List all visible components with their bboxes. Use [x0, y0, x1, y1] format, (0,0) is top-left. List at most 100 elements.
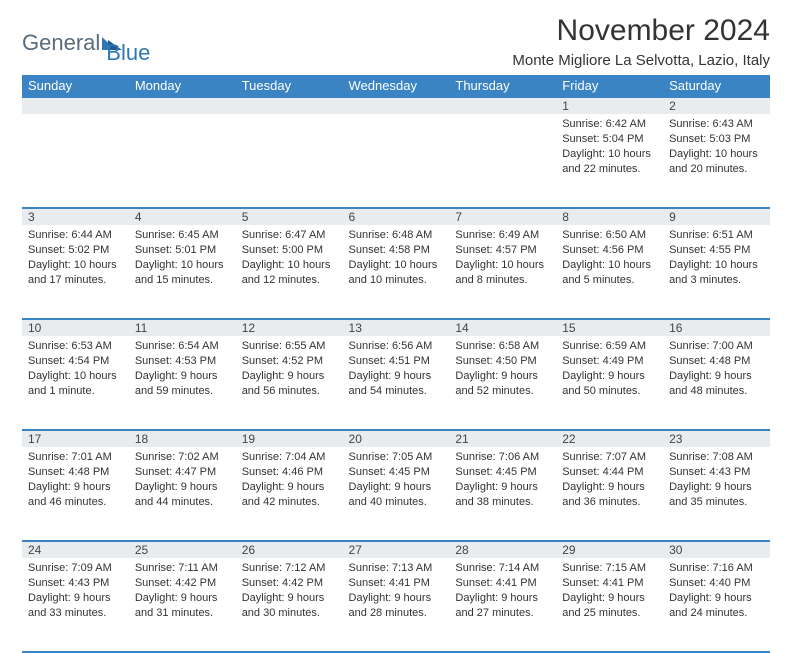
- sunrise-text: Sunrise: 6:59 AM: [562, 339, 657, 354]
- day-number-cell: 4: [129, 208, 236, 225]
- sunrise-text: Sunrise: 7:08 AM: [669, 450, 764, 465]
- day-cell: Sunrise: 7:12 AMSunset: 4:42 PMDaylight:…: [236, 558, 343, 652]
- day-number-cell: 12: [236, 319, 343, 336]
- daylight1-text: Daylight: 9 hours: [562, 480, 657, 495]
- sunset-text: Sunset: 4:41 PM: [349, 576, 444, 591]
- daylight1-text: Daylight: 9 hours: [349, 369, 444, 384]
- day-cell-content: Sunrise: 6:55 AMSunset: 4:52 PMDaylight:…: [236, 336, 343, 402]
- sunrise-text: Sunrise: 7:01 AM: [28, 450, 123, 465]
- sunrise-text: Sunrise: 7:14 AM: [455, 561, 550, 576]
- day-cell: [449, 114, 556, 208]
- daylight2-text: and 54 minutes.: [349, 384, 444, 399]
- day-cell: Sunrise: 6:48 AMSunset: 4:58 PMDaylight:…: [343, 225, 450, 319]
- daylight1-text: Daylight: 9 hours: [28, 480, 123, 495]
- day-cell: Sunrise: 7:08 AMSunset: 4:43 PMDaylight:…: [663, 447, 770, 541]
- day-number-cell: 7: [449, 208, 556, 225]
- sunrise-text: Sunrise: 6:54 AM: [135, 339, 230, 354]
- weekday-header: Saturday: [663, 75, 770, 97]
- daylight1-text: Daylight: 10 hours: [242, 258, 337, 273]
- day-cell-content: Sunrise: 6:42 AMSunset: 5:04 PMDaylight:…: [556, 114, 663, 180]
- daylight2-text: and 28 minutes.: [349, 606, 444, 621]
- day-cell-content: Sunrise: 7:15 AMSunset: 4:41 PMDaylight:…: [556, 558, 663, 624]
- daylight1-text: Daylight: 9 hours: [242, 591, 337, 606]
- sunset-text: Sunset: 5:02 PM: [28, 243, 123, 258]
- day-cell: [236, 114, 343, 208]
- day-number-row: 3456789: [22, 208, 770, 225]
- day-number-cell: 22: [556, 430, 663, 447]
- day-cell-content: Sunrise: 7:00 AMSunset: 4:48 PMDaylight:…: [663, 336, 770, 402]
- day-content-row: Sunrise: 6:42 AMSunset: 5:04 PMDaylight:…: [22, 114, 770, 208]
- day-number-cell: 6: [343, 208, 450, 225]
- day-cell: Sunrise: 6:49 AMSunset: 4:57 PMDaylight:…: [449, 225, 556, 319]
- daylight1-text: Daylight: 10 hours: [562, 147, 657, 162]
- day-number-cell: 17: [22, 430, 129, 447]
- sunset-text: Sunset: 4:50 PM: [455, 354, 550, 369]
- day-number-cell: [449, 97, 556, 114]
- day-content-row: Sunrise: 7:09 AMSunset: 4:43 PMDaylight:…: [22, 558, 770, 652]
- day-number-cell: 20: [343, 430, 450, 447]
- day-cell-content: Sunrise: 6:44 AMSunset: 5:02 PMDaylight:…: [22, 225, 129, 291]
- day-cell: Sunrise: 6:43 AMSunset: 5:03 PMDaylight:…: [663, 114, 770, 208]
- sunrise-text: Sunrise: 6:42 AM: [562, 117, 657, 132]
- daylight1-text: Daylight: 9 hours: [28, 591, 123, 606]
- sunrise-text: Sunrise: 7:07 AM: [562, 450, 657, 465]
- day-cell: Sunrise: 6:50 AMSunset: 4:56 PMDaylight:…: [556, 225, 663, 319]
- daylight2-text: and 59 minutes.: [135, 384, 230, 399]
- day-cell: Sunrise: 6:58 AMSunset: 4:50 PMDaylight:…: [449, 336, 556, 430]
- daylight1-text: Daylight: 9 hours: [455, 480, 550, 495]
- daylight2-text: and 24 minutes.: [669, 606, 764, 621]
- title-block: November 2024 Monte Migliore La Selvotta…: [512, 14, 770, 69]
- sunrise-text: Sunrise: 6:45 AM: [135, 228, 230, 243]
- day-cell: Sunrise: 6:56 AMSunset: 4:51 PMDaylight:…: [343, 336, 450, 430]
- daylight2-text: and 52 minutes.: [455, 384, 550, 399]
- day-cell-content: Sunrise: 7:05 AMSunset: 4:45 PMDaylight:…: [343, 447, 450, 513]
- day-number-cell: 3: [22, 208, 129, 225]
- day-cell-content: Sunrise: 6:45 AMSunset: 5:01 PMDaylight:…: [129, 225, 236, 291]
- sunrise-text: Sunrise: 6:44 AM: [28, 228, 123, 243]
- day-number-cell: 13: [343, 319, 450, 336]
- daylight2-text: and 10 minutes.: [349, 273, 444, 288]
- sunrise-text: Sunrise: 7:16 AM: [669, 561, 764, 576]
- sunrise-text: Sunrise: 6:56 AM: [349, 339, 444, 354]
- day-cell-content: Sunrise: 7:02 AMSunset: 4:47 PMDaylight:…: [129, 447, 236, 513]
- day-cell: Sunrise: 7:14 AMSunset: 4:41 PMDaylight:…: [449, 558, 556, 652]
- sunset-text: Sunset: 4:47 PM: [135, 465, 230, 480]
- daylight2-text: and 27 minutes.: [455, 606, 550, 621]
- daylight2-text: and 36 minutes.: [562, 495, 657, 510]
- day-number-cell: 27: [343, 541, 450, 558]
- weekday-header: Friday: [556, 75, 663, 97]
- day-cell-content: Sunrise: 6:50 AMSunset: 4:56 PMDaylight:…: [556, 225, 663, 291]
- sunset-text: Sunset: 4:42 PM: [242, 576, 337, 591]
- daylight2-text: and 1 minute.: [28, 384, 123, 399]
- day-number-cell: 30: [663, 541, 770, 558]
- sunset-text: Sunset: 4:45 PM: [455, 465, 550, 480]
- daylight2-text: and 5 minutes.: [562, 273, 657, 288]
- sunrise-text: Sunrise: 7:00 AM: [669, 339, 764, 354]
- day-cell: Sunrise: 6:59 AMSunset: 4:49 PMDaylight:…: [556, 336, 663, 430]
- day-number-cell: [343, 97, 450, 114]
- day-number-cell: 16: [663, 319, 770, 336]
- day-cell-content: Sunrise: 6:47 AMSunset: 5:00 PMDaylight:…: [236, 225, 343, 291]
- day-number-cell: 11: [129, 319, 236, 336]
- sunrise-text: Sunrise: 7:13 AM: [349, 561, 444, 576]
- day-number-cell: [236, 97, 343, 114]
- daylight2-text: and 12 minutes.: [242, 273, 337, 288]
- day-content-row: Sunrise: 6:44 AMSunset: 5:02 PMDaylight:…: [22, 225, 770, 319]
- day-content-row: Sunrise: 6:53 AMSunset: 4:54 PMDaylight:…: [22, 336, 770, 430]
- sunset-text: Sunset: 5:03 PM: [669, 132, 764, 147]
- daylight1-text: Daylight: 9 hours: [135, 591, 230, 606]
- sunrise-text: Sunrise: 6:55 AM: [242, 339, 337, 354]
- day-number-row: 24252627282930: [22, 541, 770, 558]
- sunset-text: Sunset: 4:44 PM: [562, 465, 657, 480]
- sunrise-text: Sunrise: 7:09 AM: [28, 561, 123, 576]
- sunset-text: Sunset: 4:41 PM: [562, 576, 657, 591]
- daylight1-text: Daylight: 10 hours: [28, 258, 123, 273]
- day-cell-content: Sunrise: 7:06 AMSunset: 4:45 PMDaylight:…: [449, 447, 556, 513]
- daylight1-text: Daylight: 10 hours: [562, 258, 657, 273]
- daylight1-text: Daylight: 9 hours: [242, 369, 337, 384]
- day-cell: Sunrise: 6:44 AMSunset: 5:02 PMDaylight:…: [22, 225, 129, 319]
- daylight1-text: Daylight: 10 hours: [669, 147, 764, 162]
- day-cell: Sunrise: 7:00 AMSunset: 4:48 PMDaylight:…: [663, 336, 770, 430]
- daylight2-text: and 31 minutes.: [135, 606, 230, 621]
- daylight1-text: Daylight: 10 hours: [28, 369, 123, 384]
